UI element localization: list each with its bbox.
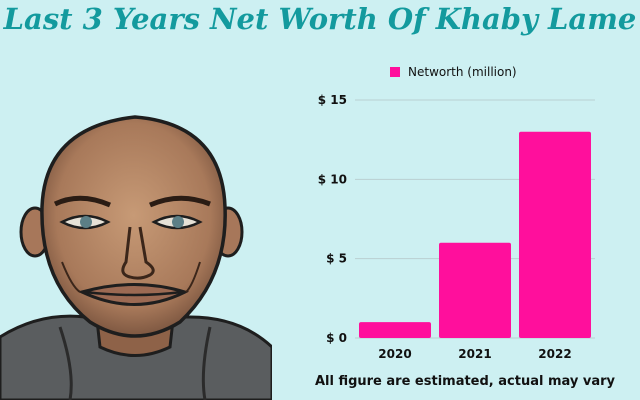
bar-2021: [439, 242, 511, 338]
y-tick-label: $ 0: [326, 331, 347, 345]
networth-bar-chart: $ 0 $ 5 $ 10 $ 15 2020 2021 2022 Networth (mil…: [318, 65, 595, 361]
page-title: Last 3 Years Net Worth Of Khaby Lame: [3, 2, 637, 36]
footnote: All figure are estimated, actual may var…: [314, 374, 616, 389]
bar-2022: [519, 131, 591, 338]
portrait-illustration: [0, 115, 272, 400]
y-tick-label: $ 5: [326, 252, 347, 266]
legend-label: Networth (million): [408, 65, 517, 79]
chart-legend: Networth (million): [390, 65, 517, 79]
y-tick-label: $ 15: [318, 93, 347, 107]
x-tick-label: 2020: [378, 347, 411, 361]
legend-swatch: [390, 67, 400, 77]
x-tick-label: 2021: [458, 347, 491, 361]
bar-2020: [359, 322, 431, 338]
x-tick-label: 2022: [538, 347, 571, 361]
y-tick-label: $ 10: [318, 172, 347, 186]
